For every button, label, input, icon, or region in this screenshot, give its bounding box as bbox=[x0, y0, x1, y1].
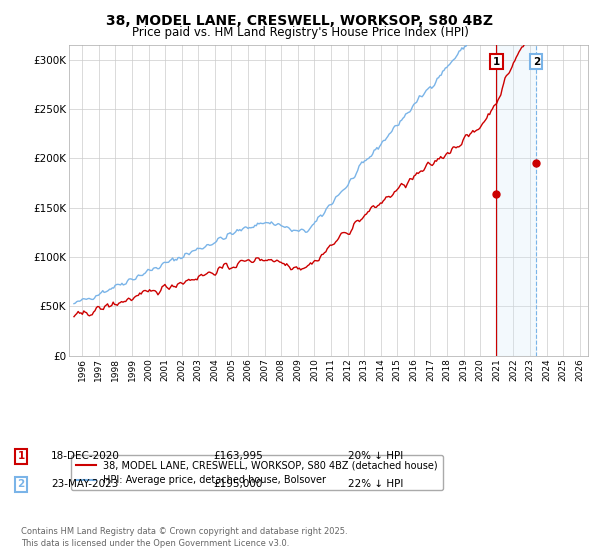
Bar bbox=[496, 45, 536, 356]
Text: 22% ↓ HPI: 22% ↓ HPI bbox=[348, 479, 403, 489]
Text: £163,995: £163,995 bbox=[213, 451, 263, 461]
Text: 18-DEC-2020: 18-DEC-2020 bbox=[51, 451, 120, 461]
Text: £195,000: £195,000 bbox=[213, 479, 262, 489]
Text: Contains HM Land Registry data © Crown copyright and database right 2025.
This d: Contains HM Land Registry data © Crown c… bbox=[21, 527, 347, 548]
Text: 23-MAY-2023: 23-MAY-2023 bbox=[51, 479, 118, 489]
Text: 2: 2 bbox=[533, 57, 540, 67]
Text: 1: 1 bbox=[17, 451, 25, 461]
Text: Price paid vs. HM Land Registry's House Price Index (HPI): Price paid vs. HM Land Registry's House … bbox=[131, 26, 469, 39]
Text: 1: 1 bbox=[493, 57, 500, 67]
Text: 20% ↓ HPI: 20% ↓ HPI bbox=[348, 451, 403, 461]
Legend: 38, MODEL LANE, CRESWELL, WORKSOP, S80 4BZ (detached house), HPI: Average price,: 38, MODEL LANE, CRESWELL, WORKSOP, S80 4… bbox=[71, 455, 443, 490]
Text: 2: 2 bbox=[17, 479, 25, 489]
Text: 38, MODEL LANE, CRESWELL, WORKSOP, S80 4BZ: 38, MODEL LANE, CRESWELL, WORKSOP, S80 4… bbox=[107, 14, 493, 28]
